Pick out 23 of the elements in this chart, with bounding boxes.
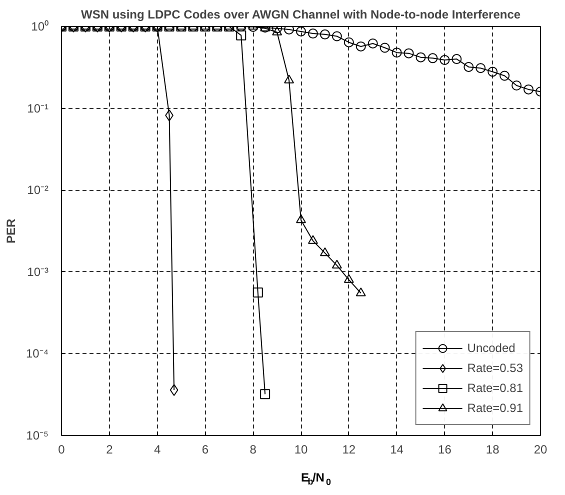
legend-label: Uncoded xyxy=(467,341,516,355)
x-tick-label: 16 xyxy=(438,442,452,456)
legend-label: Rate=0.53 xyxy=(467,361,523,375)
x-tick-label: 2 xyxy=(106,442,114,456)
y-tick-label: 10⁰ xyxy=(31,20,49,34)
x-tick-label: 10 xyxy=(294,442,308,456)
x-tick-label: 12 xyxy=(342,442,356,456)
x-tick-label: 4 xyxy=(154,442,161,456)
x-tick-label: 20 xyxy=(534,442,548,456)
y-tick-label: 10⁻⁴ xyxy=(26,346,49,361)
legend-label: Rate=0.81 xyxy=(467,381,523,395)
x-tick-label: 0 xyxy=(58,442,66,456)
y-tick-label: 10⁻² xyxy=(27,183,49,198)
y-axis-title: PER xyxy=(4,218,18,244)
chart-title: WSN using LDPC Codes over AWGN Channel with Node-to-node Interference xyxy=(80,8,521,22)
x-tick-label: 14 xyxy=(390,442,404,456)
legend-label: Rate=0.91 xyxy=(467,401,523,415)
y-tick-label: 10⁻⁵ xyxy=(26,428,49,442)
x-tick-label: 8 xyxy=(250,442,257,456)
x-tick-label: 6 xyxy=(202,442,209,456)
y-tick-label: 10⁻¹ xyxy=(27,101,49,116)
y-tick-label: 10⁻³ xyxy=(27,264,49,279)
x-tick-label: 18 xyxy=(486,442,500,456)
